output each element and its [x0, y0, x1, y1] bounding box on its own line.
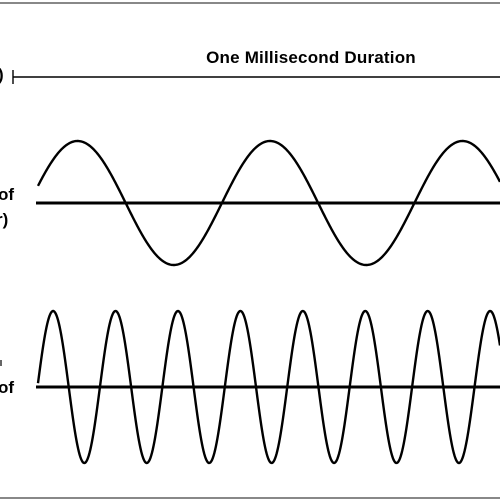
duration-title: One Millisecond Duration: [206, 48, 416, 67]
low-frequency-label-line-1: of: [0, 185, 14, 204]
low-frequency-waveform: [36, 139, 500, 267]
low-frequency-label-line-2: r): [0, 210, 8, 229]
high-frequency-label-line-1: of: [0, 378, 14, 397]
duration-left-fragment: ): [0, 65, 4, 84]
high-frequency-waveform: [36, 309, 500, 465]
